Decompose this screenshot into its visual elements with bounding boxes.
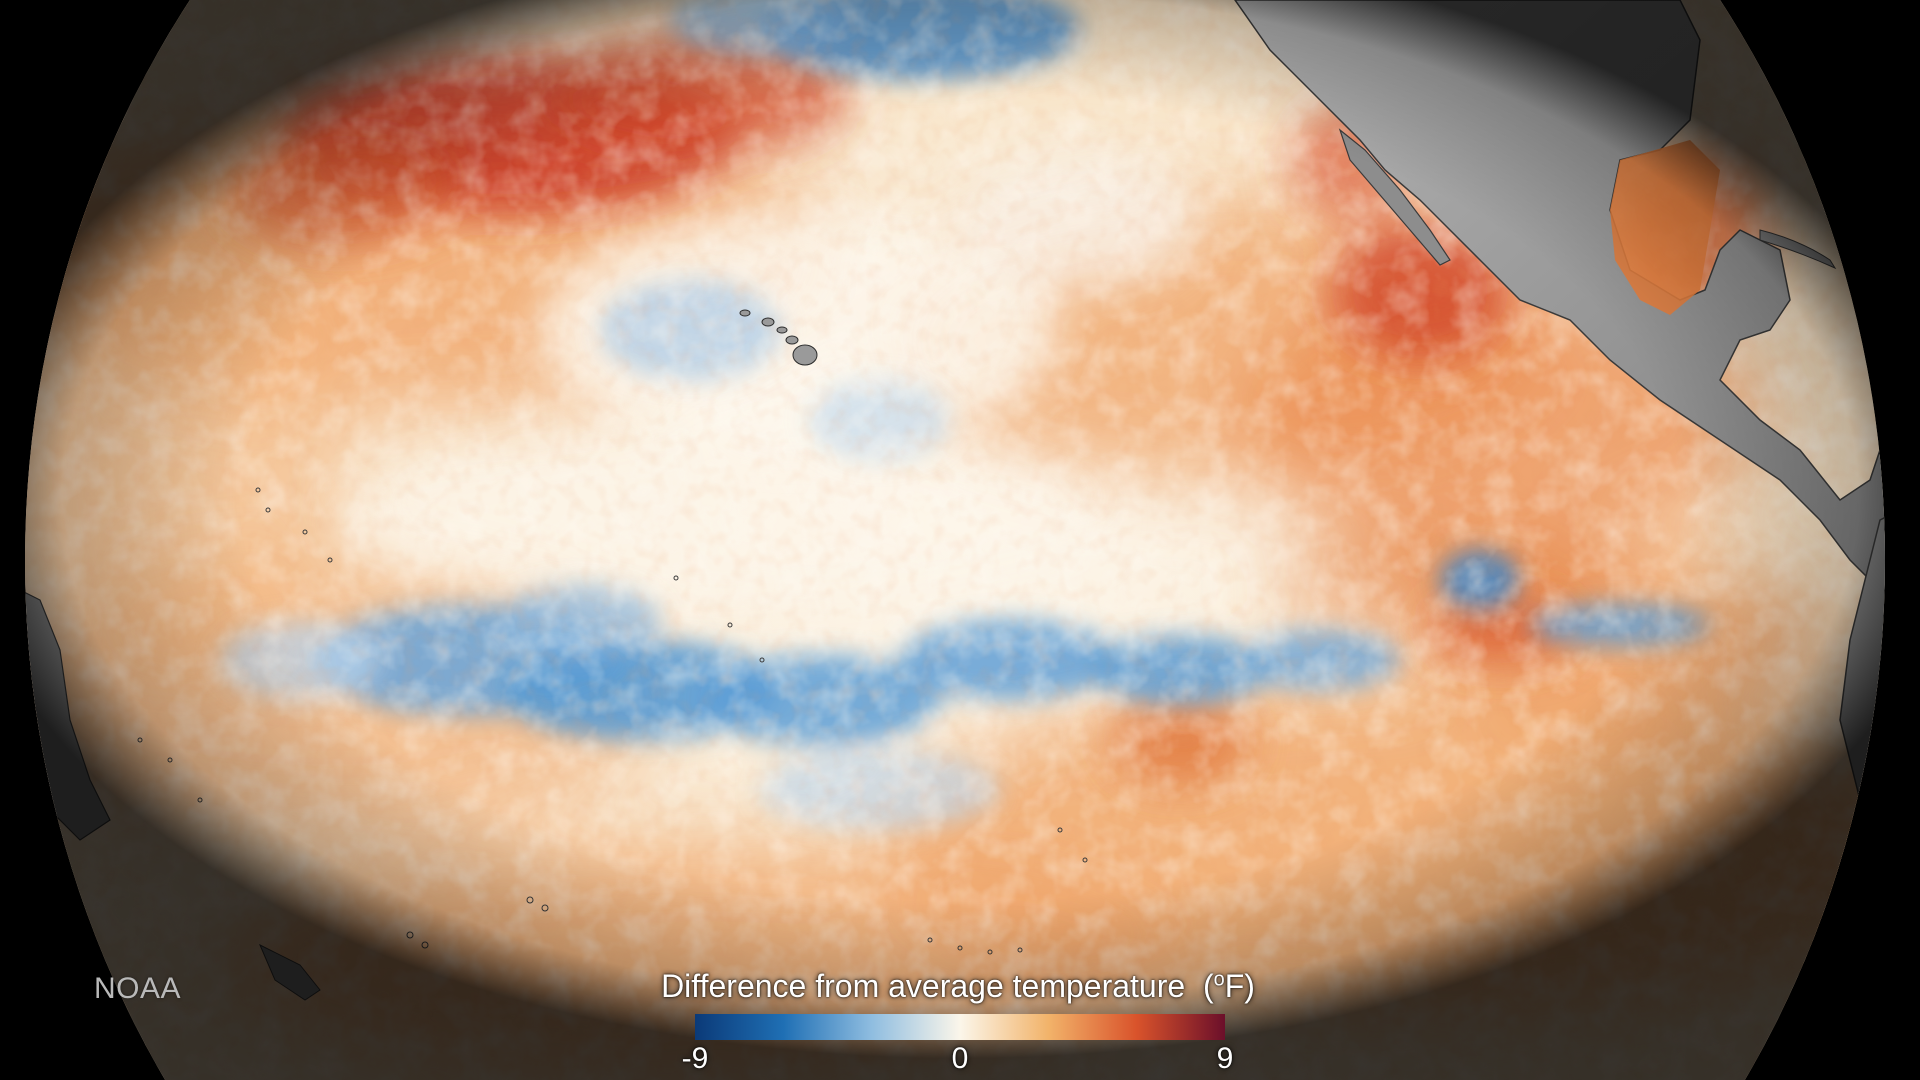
legend-tick-zero: 0 [951,1042,969,1075]
legend-title-text: Difference from average temperature [661,968,1186,1004]
legend-tick-max: 9 [1216,1042,1234,1075]
legend-tick-min: -9 [681,1042,709,1075]
credit-label: NOAA [94,972,182,1005]
color-legend: Difference from average temperature (oF)… [640,968,1280,1080]
legend-unit: (oF) [1202,968,1255,1004]
legend-title: Difference from average temperature (oF) [658,968,1258,1005]
legend-color-bar [695,1014,1225,1040]
